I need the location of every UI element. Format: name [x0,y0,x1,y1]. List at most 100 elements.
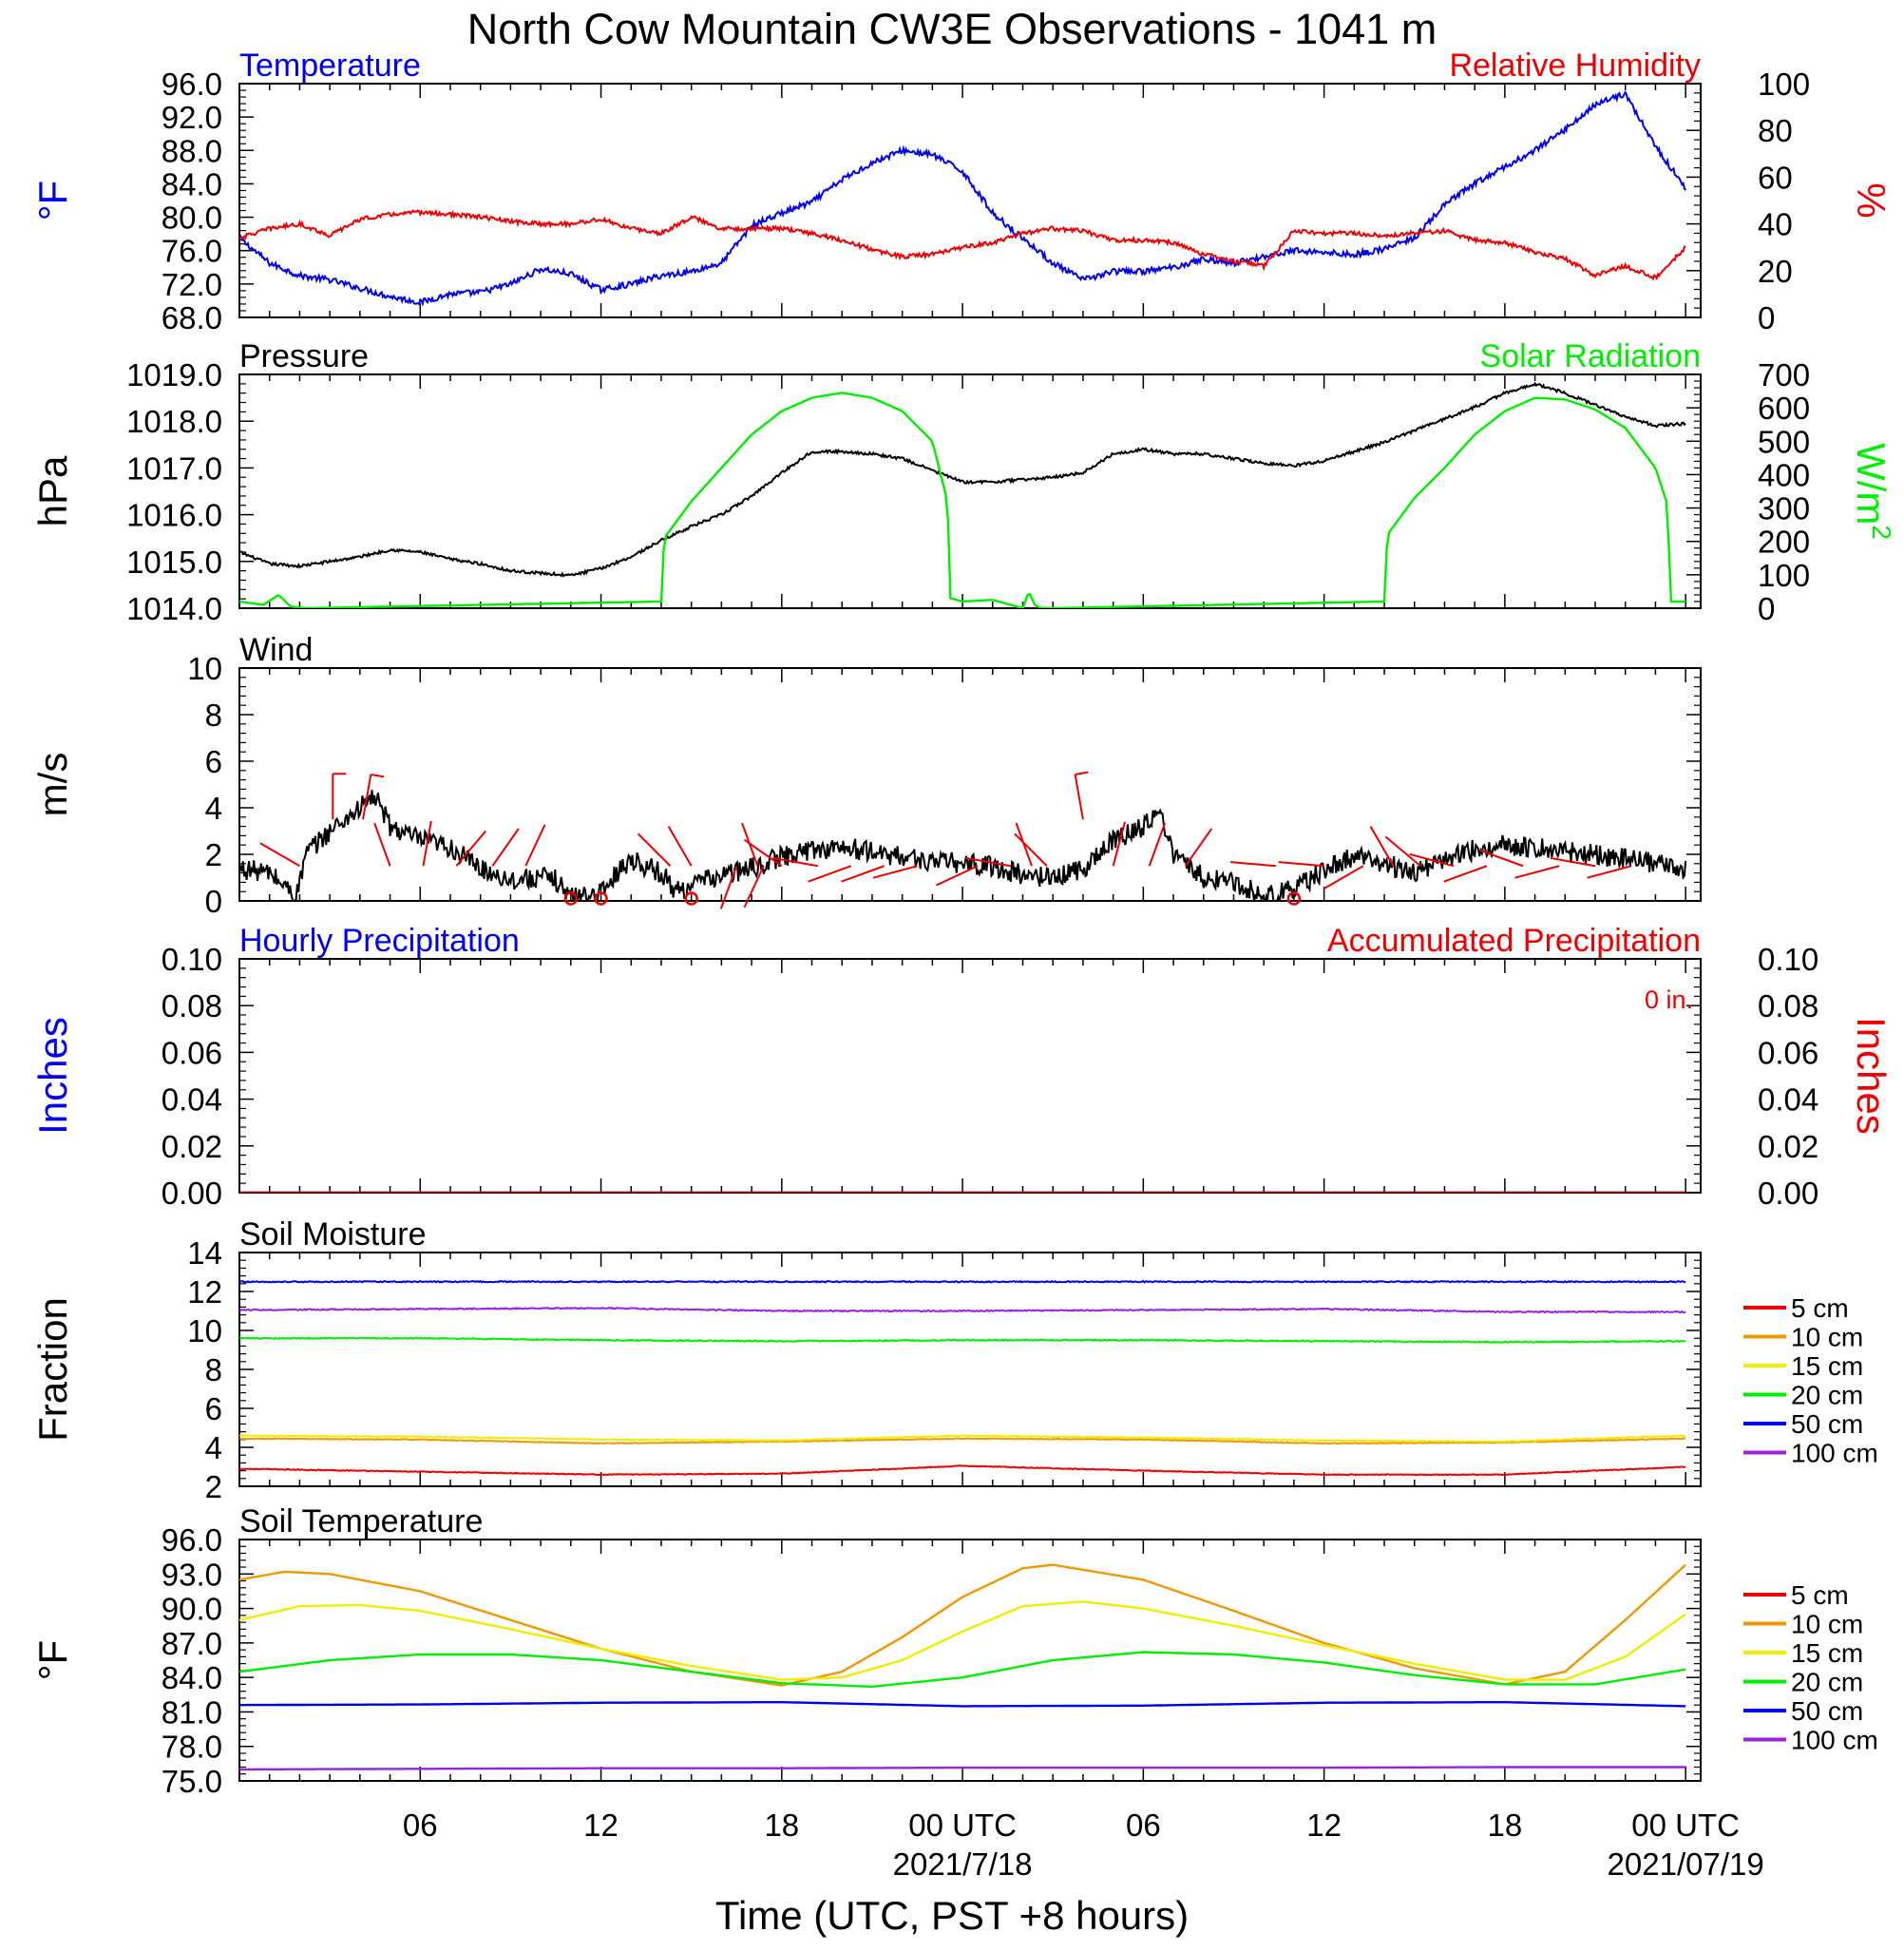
wind-barb [524,824,546,867]
calm-wind-marker [594,891,608,906]
wind-barb [965,856,1011,868]
y-tick-label: 4 [205,791,222,826]
legend-label: 100 cm [1791,1726,1878,1755]
wind-barb [1514,865,1560,879]
wind-barb [667,826,693,867]
accumulated-total-label: 0 in. [1645,985,1693,1014]
y-right-tick-label: 0.10 [1758,942,1818,977]
y-right-tick-label: 600 [1758,391,1810,426]
x-tick-label: 00 UTC [1631,1808,1740,1843]
y-right-tick-label: 60 [1758,160,1793,195]
y-axis-label: °F [30,1640,75,1680]
y-tick-label: 4 [205,1430,222,1465]
wind-barb [1015,822,1033,867]
panel-title-left: Temperature [239,48,421,84]
legend-label: 20 cm [1791,1381,1863,1410]
y-tick-label: 75.0 [162,1764,222,1799]
y-tick-label: 0 [205,884,222,919]
y-tick-label: 14 [187,1235,222,1271]
y-axis-label: hPa [30,455,75,526]
series-line [239,1437,1686,1445]
wind-barb [743,838,783,868]
y-axis-label-right-text: W/m [1849,443,1894,525]
wind-barb [719,865,738,909]
chart-panel: 68.072.076.080.084.088.092.096.0 0 20 40 60 8… [30,48,1894,335]
wind-barb [1550,856,1596,868]
calm-wind-marker [1286,891,1302,906]
y-tick-label: 87.0 [162,1626,222,1661]
wind-barb [422,820,432,867]
plot-frame [238,667,1702,902]
series-line [239,1563,1686,1687]
x-tick-label: 18 [764,1808,799,1843]
legend-label: 50 cm [1791,1696,1863,1726]
x-tick-date-label: 2021/7/18 [893,1846,1033,1882]
panel-title-left: Wind [239,632,313,668]
series-line [239,1279,1686,1284]
y-right-tick-label: 80 [1758,113,1793,148]
y-tick-label: 90.0 [162,1592,222,1627]
series-line [239,381,1686,578]
wind-barb [1369,826,1395,867]
plot-frame [238,1539,1702,1782]
panel-title-left: Hourly Precipitation [239,923,520,959]
y-tick-label: 0.02 [162,1129,222,1164]
y-right-tick-label: 0 [1758,591,1775,626]
wind-barb [772,856,819,868]
wind-barb [872,865,918,879]
y-tick-label: 1019.0 [126,357,222,392]
y-tick-label: 12 [187,1274,222,1310]
x-tick-label: 06 [403,1808,438,1843]
y-tick-label: 72.0 [162,267,222,302]
y-tick-label: 2 [205,1469,222,1504]
y-right-tick-label: 400 [1758,457,1810,492]
y-tick-label: 78.0 [162,1730,222,1765]
y-tick-label: 1018.0 [126,404,222,439]
wind-barb [1148,822,1167,867]
y-tick-label: 96.0 [162,1522,222,1558]
legend-label: 10 cm [1791,1610,1863,1639]
legend-label: 10 cm [1791,1323,1863,1352]
series-line [239,1464,1686,1477]
y-tick-label: 80.0 [162,201,222,236]
wind-barb [743,865,765,909]
wind-barb [1112,821,1127,867]
y-tick-label: 8 [205,1352,222,1387]
y-tick-label: 6 [205,744,222,779]
panel-title-left: Soil Moisture [239,1216,427,1253]
y-right-tick-label: 0 [1758,300,1775,335]
wind-barb [1443,865,1488,883]
y-tick-label: 84.0 [162,166,222,201]
y-tick-label: 2 [205,837,222,872]
y-tick-label: 8 [205,698,222,733]
legend-label: 20 cm [1791,1668,1863,1697]
series-line [239,1336,1686,1344]
x-tick-label: 18 [1488,1808,1523,1843]
series-line [239,208,1686,281]
legend-label: 15 cm [1791,1638,1863,1668]
y-tick-label: 0.00 [162,1176,222,1211]
series-line [239,89,1686,307]
legend-label: 15 cm [1791,1351,1863,1381]
y-tick-label: 1016.0 [126,498,222,533]
y-right-tick-label: 100 [1758,558,1810,593]
y-right-tick-label: 200 [1758,525,1810,560]
y-tick-label: 92.0 [162,100,222,135]
x-tick-label: 06 [1126,1808,1161,1843]
x-tick-date-label: 2021/07/19 [1608,1846,1764,1882]
series-line [239,392,1686,608]
y-right-tick-label: 20 [1758,254,1793,289]
plot-frame [238,958,1702,1194]
y-axis-label-right-sup: 2 [1867,525,1896,540]
x-tick-label: 12 [1306,1808,1342,1843]
y-right-tick-label: 0.08 [1758,988,1818,1023]
chart-panel: 75.078.081.084.087.090.093.096.0 Soil Tem… [30,1503,1878,1799]
y-right-tick-label: 100 [1758,67,1810,102]
y-tick-label: 1015.0 [126,545,222,580]
chart-panel: 0 2 4 6 8 10 Wind m/s [30,632,1702,919]
wind-barb [1384,835,1421,868]
wind-barb [1479,849,1524,868]
panel-title-right: Relative Humidity [1449,48,1701,84]
chart-panels: 68.072.076.080.084.088.092.096.002040608… [30,48,1896,1799]
